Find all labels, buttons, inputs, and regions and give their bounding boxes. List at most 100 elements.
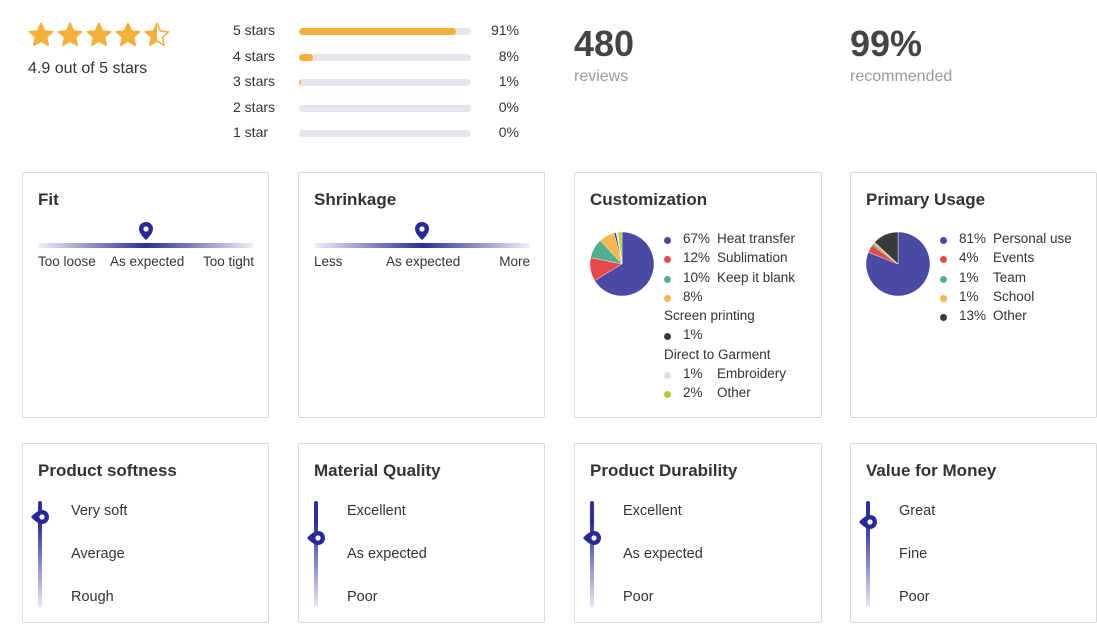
legend-label: School	[993, 288, 1035, 304]
review-count: 480 reviews	[574, 24, 634, 86]
histogram-percent: 8%	[498, 47, 519, 64]
value-for-money-label-mid: Fine	[899, 546, 928, 562]
legend-percent: 12%	[683, 250, 711, 266]
review-count-value: 480	[574, 23, 635, 64]
legend-percent: 1%	[959, 288, 979, 304]
legend-dot	[940, 275, 947, 283]
pie-slice	[594, 231, 655, 297]
shrinkage-scale	[314, 222, 530, 248]
legend-percent: 8%	[683, 288, 703, 304]
histogram-percent: 1%	[498, 73, 519, 89]
shrinkage-card: Shrinkage Less As expected More	[298, 172, 545, 418]
legend-percent: 81%	[959, 231, 987, 246]
material-quality-marker-icon	[307, 531, 325, 546]
legend-percent: 2%	[683, 385, 703, 401]
histogram-label: 5 stars	[233, 22, 276, 38]
histogram-bar	[299, 79, 471, 86]
star-icon	[115, 22, 141, 46]
legend-label: Screen printing	[664, 308, 755, 324]
fit-label-high: Too tight	[202, 254, 254, 269]
primary-usage-title: Primary Usage	[866, 190, 986, 209]
value-for-money-label-high: Great	[899, 503, 936, 519]
star-rating	[28, 22, 170, 48]
histogram-label: 1 star	[233, 124, 269, 140]
pie-slice	[617, 231, 623, 265]
durability-title: Product Durability	[590, 461, 738, 480]
legend-percent: 1%	[683, 366, 703, 382]
histogram-bar-fill	[299, 79, 301, 86]
histogram-bar	[299, 130, 471, 137]
legend-dot	[664, 391, 671, 399]
legend-dot	[940, 256, 947, 264]
shrinkage-marker-icon	[415, 222, 429, 240]
durability-label-mid: As expected	[623, 546, 703, 562]
histogram-label: 4 stars	[233, 47, 276, 64]
legend-percent: 10%	[683, 269, 711, 285]
softness-label-mid: Average	[71, 546, 125, 562]
material-quality-label-low: Poor	[347, 589, 378, 605]
legend-percent: 4%	[959, 250, 979, 266]
legend-label: Direct to Garment	[664, 346, 771, 362]
fit-scale	[38, 222, 254, 248]
softness-card: Product softness Very soft Average Rough	[22, 443, 269, 623]
customization-title: Customization	[590, 190, 708, 209]
value-for-money-scale	[866, 501, 870, 607]
softness-label-high: Very soft	[71, 503, 128, 519]
average-rating: 4.9 out of 5 stars	[28, 22, 170, 78]
legend-label: Events	[993, 250, 1035, 266]
value-for-money-label-low: Poor	[899, 589, 930, 605]
legend-label: Sublimation	[717, 250, 788, 266]
durability-label-high: Excellent	[623, 503, 682, 519]
material-quality-scale	[314, 501, 318, 607]
fit-title: Fit	[38, 190, 59, 209]
histogram-bar	[299, 104, 471, 112]
histogram-percent: 91%	[490, 22, 519, 38]
durability-scale	[590, 501, 594, 607]
legend-dot	[664, 275, 671, 283]
legend-label: Embroidery	[717, 366, 787, 382]
legend-label: Other	[717, 385, 751, 401]
star-icon	[86, 22, 112, 46]
pie-slice	[874, 231, 899, 265]
shrinkage-title: Shrinkage	[314, 190, 397, 209]
material-quality-card: Material Quality Excellent As expected P…	[298, 443, 545, 623]
histogram-bar	[299, 53, 471, 61]
histogram-label: 3 stars	[233, 73, 276, 89]
star-icon	[28, 22, 54, 46]
legend-percent: 1%	[683, 327, 703, 343]
material-quality-label-high: Excellent	[347, 503, 406, 519]
customization-pie-chart	[589, 231, 655, 297]
recommended-stat: 99% recommended	[850, 24, 952, 86]
legend-dot	[664, 333, 671, 341]
recommended-label: recommended	[850, 68, 953, 85]
legend-percent: 13%	[959, 308, 987, 324]
histogram-percent: 0%	[498, 124, 519, 140]
legend-percent: 67%	[683, 231, 711, 246]
primary-usage-pie-chart	[865, 231, 931, 297]
fit-marker-icon	[139, 222, 153, 240]
histogram-label: 2 stars	[233, 98, 276, 115]
value-for-money-card: Value for Money Great Fine Poor	[850, 443, 1097, 623]
histogram-percent: 0%	[498, 98, 519, 115]
legend-dot	[664, 294, 671, 302]
shrinkage-label-high: More	[499, 254, 530, 269]
fit-label-mid: As expected	[110, 254, 185, 269]
shrinkage-label-low: Less	[314, 254, 343, 269]
legend-dot	[940, 237, 947, 244]
customization-card: Customization 67% Heat transfer 12% Sublima…	[574, 172, 822, 418]
histogram-bar	[299, 28, 471, 35]
material-quality-title: Material Quality	[314, 461, 441, 480]
durability-marker-icon	[583, 531, 601, 546]
fit-card: Fit Too loose As expected Too tight	[22, 172, 269, 418]
legend-label: Other	[993, 308, 1027, 324]
legend-percent: 1%	[959, 269, 979, 285]
legend-dot	[940, 294, 947, 302]
softness-title: Product softness	[38, 461, 177, 480]
legend-dot	[664, 237, 671, 244]
star-icon	[144, 22, 170, 46]
review-count-label: reviews	[574, 68, 629, 85]
shrinkage-label-mid: As expected	[386, 254, 461, 269]
value-for-money-title: Value for Money	[866, 461, 997, 480]
star-icon	[57, 22, 83, 46]
legend-dot	[664, 372, 671, 380]
